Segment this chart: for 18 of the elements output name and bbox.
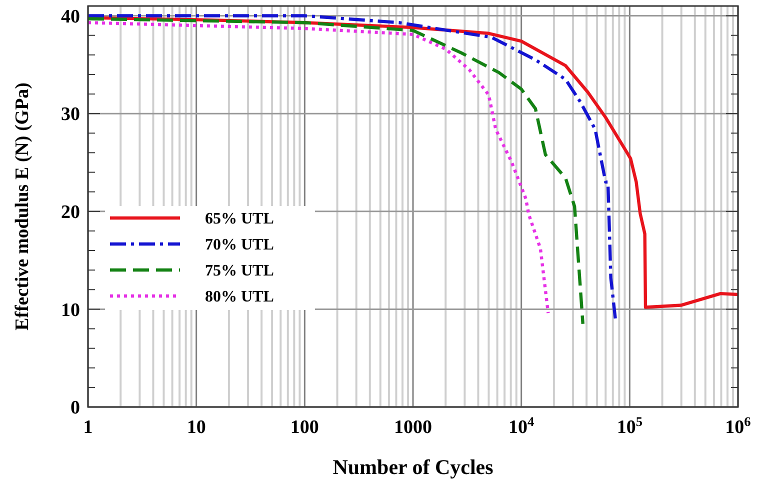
y-tick-label: 30 — [61, 104, 80, 126]
x-tick-label: 10$^{6}$ — [725, 414, 752, 438]
y-tick-label: 20 — [61, 202, 80, 224]
y-tick-label: 40 — [61, 6, 80, 28]
x-tick-label: 100 — [290, 417, 319, 438]
x-axis-title: Number of Cycles — [332, 455, 494, 479]
y-axis-title: Effective modulus E (N) (GPa) — [12, 82, 33, 331]
legend-label: 70% UTL — [205, 236, 274, 254]
y-tick-label: 0 — [70, 398, 80, 419]
x-tick-label: 1 — [83, 417, 93, 438]
x-tick-label: 10$^{4}$ — [508, 414, 535, 438]
legend-label: 80% UTL — [205, 288, 274, 306]
x-tick-label: 10 — [186, 417, 206, 438]
x-tick-label: 10$^{5}$ — [616, 414, 643, 438]
legend-label: 65% UTL — [205, 210, 274, 228]
y-tick-label: 10 — [61, 300, 80, 321]
x-tick-label: 1000 — [394, 417, 432, 438]
legend-label: 75% UTL — [205, 262, 274, 280]
